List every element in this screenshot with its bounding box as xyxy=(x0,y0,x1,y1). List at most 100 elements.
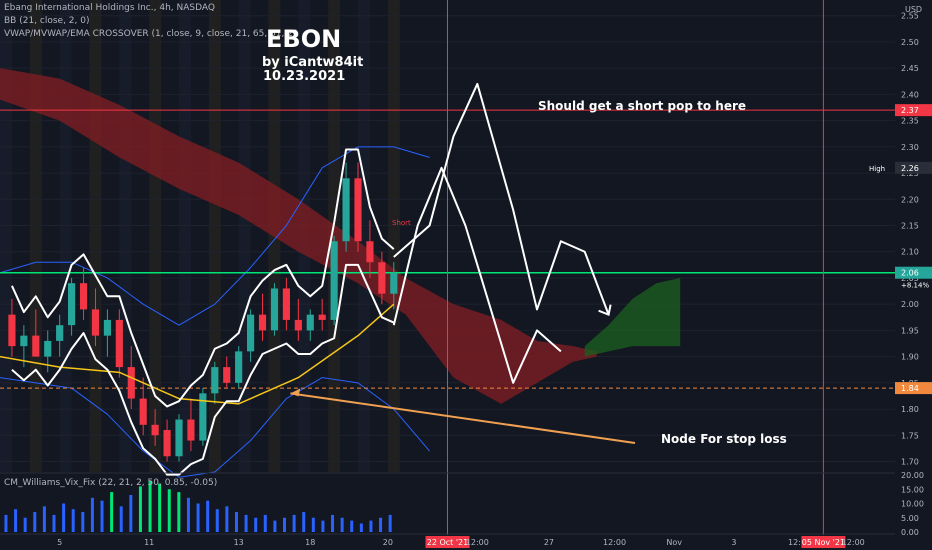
candle-body xyxy=(282,288,290,320)
vix-fix-bar xyxy=(23,517,27,532)
candle-body xyxy=(56,325,64,341)
candle-body xyxy=(318,314,326,320)
vix-fix-bar xyxy=(331,514,335,532)
projection-arrowhead xyxy=(598,304,612,317)
x-tick-label: 18 xyxy=(305,538,315,547)
session-shade xyxy=(387,0,400,472)
x-tick-label: 12:00 xyxy=(842,538,865,547)
candle-body xyxy=(330,241,338,320)
ticker-title: EBON xyxy=(266,25,342,53)
vix-fix-bar xyxy=(52,514,56,532)
vix-fix-bar xyxy=(369,520,373,532)
vix-tick-label: 15.00 xyxy=(901,485,924,494)
vix-fix-bar xyxy=(81,512,85,532)
price-channel-upper xyxy=(11,148,395,408)
vix-fix-bar xyxy=(254,517,258,532)
x-tick-label: 12:00 xyxy=(603,538,626,547)
y-tick-label: 2.40 xyxy=(901,90,919,99)
candle-body xyxy=(44,340,52,357)
symbol-header[interactable]: Ebang International Holdings Inc., 4h, N… xyxy=(4,3,215,13)
vix-fix-bar xyxy=(302,512,306,532)
candle-body xyxy=(390,272,398,294)
candle-body xyxy=(258,314,267,331)
candle-body xyxy=(354,178,362,242)
vix-fix-bar xyxy=(263,514,267,532)
session-shade xyxy=(179,0,191,472)
vix-fix-bar xyxy=(273,520,277,532)
stop-loss-arrow xyxy=(290,392,636,444)
y-tick-label: 2.35 xyxy=(901,117,919,126)
x-tick-label: 12:00 xyxy=(466,538,489,547)
vix-fix-bar xyxy=(388,514,392,532)
x-tick-label: 5 xyxy=(57,538,62,547)
vix-fix-bar xyxy=(71,509,75,532)
session-shade xyxy=(59,0,72,472)
bb-indicator-label[interactable]: BB (21, close, 2, 0) xyxy=(4,16,90,26)
y-tick-label: 2.15 xyxy=(901,222,919,231)
candle-body xyxy=(306,314,314,331)
vix-fix-indicator-label[interactable]: CM_Williams_Vix_Fix (22, 21, 2, 50, 0.85… xyxy=(4,478,218,488)
vix-fix-bar xyxy=(62,503,66,532)
vix-fix-bar xyxy=(100,500,104,532)
vix-fix-bar xyxy=(42,506,46,532)
candle-body xyxy=(342,178,350,242)
vix-fix-bar xyxy=(129,494,133,532)
x-tick-label: 13 xyxy=(234,538,244,547)
price-label-bg xyxy=(895,266,932,279)
candle-body xyxy=(79,283,88,310)
x-tick-highlight xyxy=(801,536,846,548)
x-tick-highlight xyxy=(425,536,470,548)
projection-path-lower xyxy=(392,166,562,384)
price-label-bg xyxy=(895,104,932,117)
vix-fix-bar xyxy=(148,480,152,532)
y-tick-label: 2.30 xyxy=(901,143,919,152)
price-label-bg xyxy=(895,161,932,174)
target-annotation: Should get a short pop to here xyxy=(538,99,747,113)
price-label: 2.37 xyxy=(901,106,919,115)
session-shade xyxy=(0,0,12,472)
candle-body xyxy=(211,367,219,394)
candle-body xyxy=(91,309,100,336)
vix-fix-bar xyxy=(33,512,37,532)
price-label: 1.84 xyxy=(901,384,919,393)
vix-fix-bar xyxy=(196,503,200,532)
session-shade xyxy=(208,0,221,472)
vix-fix-bar xyxy=(244,514,248,532)
candle-body xyxy=(270,288,279,331)
x-tick-label: 05 Nov '21 xyxy=(802,538,845,547)
price-channel-lower xyxy=(11,263,395,476)
y-tick-label: 2.45 xyxy=(901,64,919,73)
vix-fix-bar xyxy=(359,523,363,532)
candle-body xyxy=(187,419,195,441)
vix-fix-bar xyxy=(167,489,171,532)
y-tick-label: 1.95 xyxy=(901,326,919,335)
price-label-note: +8.14% xyxy=(901,282,929,290)
candle-body xyxy=(163,430,171,457)
vix-fix-bar xyxy=(225,506,229,532)
candle-body xyxy=(20,335,28,347)
projection-cloud xyxy=(584,277,681,357)
vix-fix-bar xyxy=(292,514,296,532)
vix-fix-bar xyxy=(138,486,142,532)
vix-fix-bar xyxy=(234,512,238,532)
candle-body xyxy=(127,367,135,399)
short-signal-label: Short xyxy=(392,219,411,227)
candle-body xyxy=(294,319,302,331)
session-shade xyxy=(119,0,132,472)
price-label-note: High xyxy=(869,165,885,173)
vix-fix-bar xyxy=(340,517,344,532)
vix-tick-label: 10.00 xyxy=(901,500,924,509)
y-tick-label: 2.55 xyxy=(901,12,919,21)
vix-fix-bar xyxy=(119,506,123,532)
vwap-indicator-label[interactable]: VWAP/MVWAP/EMA CROSSOVER (1, close, 9, c… xyxy=(4,29,299,39)
price-label-bg xyxy=(895,382,932,395)
candle-body xyxy=(103,319,111,336)
y-tick-label: 1.70 xyxy=(901,458,919,467)
vix-fix-bar xyxy=(379,517,383,532)
candle-body xyxy=(32,335,40,357)
candle-body xyxy=(8,314,16,347)
vix-fix-bar xyxy=(4,514,8,532)
y-tick-label: 2.00 xyxy=(901,300,919,309)
y-tick-label: 1.80 xyxy=(901,405,919,414)
